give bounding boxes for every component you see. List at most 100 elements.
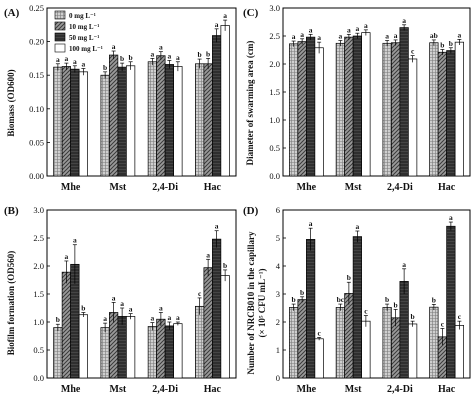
y-tick-label: 5 xyxy=(276,233,280,243)
significance-letter: a xyxy=(112,293,116,302)
x-tick-label: Mst xyxy=(345,182,362,193)
y-tick-label: 0.05 xyxy=(29,137,44,147)
bar xyxy=(335,307,345,379)
bar xyxy=(297,41,307,177)
significance-letter: ab xyxy=(430,31,438,40)
bar xyxy=(297,299,307,379)
significance-letter: b xyxy=(103,63,107,72)
bar xyxy=(446,50,456,177)
panel-label: (C) xyxy=(243,7,259,19)
significance-letter: a xyxy=(73,57,77,66)
bar xyxy=(391,42,401,177)
legend-swatch xyxy=(54,21,66,31)
significance-letter: a xyxy=(103,314,107,323)
bar xyxy=(314,338,324,379)
significance-letter: a xyxy=(356,24,360,33)
bar xyxy=(446,225,456,379)
legend: 0 mg L⁻¹ 10 mg L⁻¹ 50 mg L⁻¹ 100 mg L⁻¹ xyxy=(54,10,103,53)
significance-letter: a xyxy=(176,313,180,322)
panel-label: (B) xyxy=(4,205,19,217)
bar xyxy=(126,316,136,379)
y-axis-label: Number of NRCB010 in the capillary xyxy=(246,231,256,375)
bar xyxy=(78,71,88,177)
significance-letter: a xyxy=(458,30,462,39)
bar xyxy=(212,238,222,379)
bar xyxy=(429,42,439,177)
x-tick-label: 2,4-Di xyxy=(387,182,413,193)
y-tick-label: 6 xyxy=(276,205,280,215)
significance-letter: bc xyxy=(337,295,345,304)
significance-letter: a xyxy=(151,314,155,323)
y-tick-label: 0 xyxy=(276,373,280,383)
panel-d: (D) Number of NRCB010 in the capillary (… xyxy=(243,205,471,395)
y-tick-label: 3.0 xyxy=(269,3,280,13)
significance-letter: b xyxy=(56,315,60,324)
bar xyxy=(195,305,205,379)
bar xyxy=(195,63,205,177)
bar xyxy=(53,327,63,379)
significance-letter: b xyxy=(300,288,304,297)
significance-letter: a xyxy=(292,32,296,41)
y-tick-label: 1.5 xyxy=(269,87,280,97)
significance-letter: a xyxy=(309,25,313,34)
y-axis-label: Diameter of swarming area (cm) xyxy=(245,41,255,166)
y-tick-label: 2.5 xyxy=(33,233,44,243)
bar xyxy=(391,317,401,379)
bar xyxy=(344,293,354,379)
panel-a: (A) Biomass (OD600) 0.00 0.05 0.10 0.15 0.20… xyxy=(4,3,237,193)
y-tick-label: 0.0 xyxy=(269,171,280,181)
bar xyxy=(147,61,157,177)
bar xyxy=(454,325,464,379)
axes-frame xyxy=(46,7,237,177)
significance-letter: a xyxy=(112,42,116,51)
bar xyxy=(156,55,166,177)
significance-letter: b xyxy=(81,303,85,312)
legend-swatch xyxy=(54,10,66,20)
bar xyxy=(78,314,88,379)
significance-letter: a xyxy=(120,299,124,308)
significance-letter: a xyxy=(159,303,163,312)
bar xyxy=(164,325,174,379)
x-tick-label: 2,4-Di xyxy=(387,384,413,395)
bar xyxy=(399,281,409,379)
significance-letter: a xyxy=(56,55,60,64)
significance-letter: a xyxy=(206,250,210,259)
bar xyxy=(344,36,354,177)
significance-letter: b xyxy=(385,295,389,304)
x-tick-label: Mst xyxy=(345,384,362,395)
bar xyxy=(61,271,71,379)
bar xyxy=(289,43,299,177)
y-tick-label: 0.5 xyxy=(33,345,44,355)
bar xyxy=(173,323,183,379)
bar xyxy=(70,68,80,177)
significance-letter: a xyxy=(309,219,313,228)
bar xyxy=(408,58,418,177)
legend-label: 100 mg L⁻¹ xyxy=(69,45,103,53)
bar xyxy=(61,66,71,177)
bar xyxy=(289,307,299,379)
y-axis-label: Biomass (OD600) xyxy=(6,69,16,136)
bar xyxy=(173,66,183,177)
significance-letter: b xyxy=(292,295,296,304)
y-axis-label-units: (× 10⁵ CFU mL⁻¹) xyxy=(257,268,267,337)
x-tick-label: 2,4-Di xyxy=(152,182,178,193)
significance-letter: a xyxy=(129,305,133,314)
significance-letter: a xyxy=(394,31,398,40)
significance-letter: b xyxy=(206,49,210,58)
y-axis-label: Biofilm formation (OD560) xyxy=(6,251,16,355)
bar xyxy=(164,64,174,177)
bar xyxy=(203,63,213,177)
bar xyxy=(314,47,324,177)
bar xyxy=(361,320,371,379)
bar xyxy=(53,66,63,177)
significance-letter: b xyxy=(411,312,415,321)
panel-label: (D) xyxy=(243,205,259,217)
bar xyxy=(399,27,409,177)
y-tick-label: 0.5 xyxy=(269,143,280,153)
significance-letter: a xyxy=(82,59,86,68)
bar xyxy=(382,307,392,379)
bar xyxy=(382,42,392,177)
y-tick-label: 0.15 xyxy=(29,70,44,80)
